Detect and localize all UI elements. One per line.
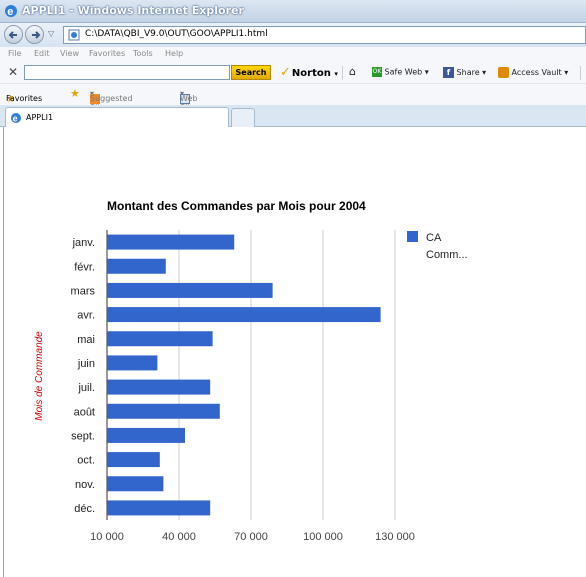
access-vault-button[interactable]: Access Vault ▾ bbox=[498, 67, 568, 78]
menu-view[interactable]: View bbox=[60, 49, 79, 58]
bar-11[interactable] bbox=[107, 476, 164, 492]
x-tick-label: 40 000 bbox=[162, 531, 196, 543]
vault-icon bbox=[498, 67, 509, 78]
category-label: mai bbox=[77, 334, 95, 346]
page-icon bbox=[68, 29, 80, 41]
category-label: oct. bbox=[77, 455, 95, 467]
safe-web-label: Safe Web bbox=[384, 67, 423, 77]
menu-help[interactable]: Help bbox=[165, 49, 184, 58]
bar-6[interactable] bbox=[107, 355, 158, 371]
favorites-bar: ★ Favorites ★ Suggested Sites ▾ Web Slic… bbox=[0, 84, 586, 121]
facebook-icon: f bbox=[443, 67, 454, 78]
toolbar-divider bbox=[342, 66, 343, 80]
bar-4[interactable] bbox=[107, 307, 381, 323]
bar-8[interactable] bbox=[107, 403, 220, 419]
menu-favorites[interactable]: Favorites bbox=[89, 49, 126, 58]
x-tick-label: 100 000 bbox=[303, 531, 343, 543]
bars bbox=[107, 234, 381, 516]
menu-bar: File Edit View Favorites Tools Help bbox=[0, 47, 586, 62]
svg-text:e: e bbox=[7, 6, 13, 18]
forward-arrow-icon bbox=[32, 31, 41, 39]
home-icon[interactable]: ⌂ bbox=[349, 65, 356, 78]
favorites-label: Favorites bbox=[6, 94, 43, 103]
category-label: mars bbox=[71, 285, 96, 297]
menu-edit[interactable]: Edit bbox=[34, 49, 50, 58]
category-label: août bbox=[74, 406, 95, 418]
search-input[interactable] bbox=[24, 65, 230, 80]
ie-logo-icon: e bbox=[5, 5, 17, 18]
share-button[interactable]: f Share ▾ bbox=[443, 67, 486, 78]
new-tab-button[interactable] bbox=[231, 108, 255, 127]
norton-check-icon: ✓ bbox=[280, 65, 291, 80]
history-dropdown-icon[interactable]: ▽ bbox=[48, 29, 55, 38]
norton-toolbar: ✕ Search ✓Norton ▾ ⌂ OK Safe Web ▾ f Sha… bbox=[0, 62, 586, 84]
category-label: déc. bbox=[74, 503, 95, 515]
category-labels: janv. févr. mars avr. mai juin juil. août sept. o… bbox=[71, 237, 96, 515]
menu-tools[interactable]: Tools bbox=[133, 49, 153, 58]
ie-tab-icon: e bbox=[11, 113, 21, 124]
legend-label-line1: CA bbox=[426, 232, 442, 244]
bar-1[interactable] bbox=[107, 234, 235, 250]
svg-text:e: e bbox=[13, 114, 18, 124]
access-vault-label: Access Vault bbox=[511, 68, 562, 77]
category-label: janv. bbox=[72, 237, 95, 249]
back-arrow-icon bbox=[8, 31, 17, 39]
category-label: avr. bbox=[77, 310, 95, 322]
menu-file[interactable]: File bbox=[8, 49, 22, 58]
category-label: nov. bbox=[75, 479, 95, 491]
tab-label: APPLI1 bbox=[26, 113, 54, 122]
window-title: APPLI1 - Windows Internet Explorer bbox=[22, 4, 244, 17]
address-field[interactable]: C:\DATA\QBI_V9.0\OUT\GOO\APPLI1.html bbox=[63, 26, 586, 44]
bar-chart: Montant des Commandes par Mois pour 2004… bbox=[34, 199, 468, 543]
chart-title: Montant des Commandes par Mois pour 2004 bbox=[107, 199, 366, 213]
category-label: juin bbox=[77, 358, 95, 370]
bar-12[interactable] bbox=[107, 500, 211, 516]
tab-strip: e APPLI1 bbox=[0, 105, 586, 128]
bar-5[interactable] bbox=[107, 331, 213, 347]
address-url: C:\DATA\QBI_V9.0\OUT\GOO\APPLI1.html bbox=[85, 29, 268, 39]
add-favorite-icon[interactable]: ★ bbox=[70, 87, 80, 100]
legend-label-line1-text: CA bbox=[426, 232, 442, 244]
legend-label-line2-text: Comm... bbox=[426, 249, 468, 261]
back-button[interactable] bbox=[4, 25, 23, 44]
safe-web-button[interactable]: OK Safe Web ▾ bbox=[372, 67, 429, 77]
toolbar-divider bbox=[580, 66, 581, 80]
web-slice-icon bbox=[180, 94, 190, 104]
x-tick-labels: 10 000 40 000 70 000 100 000 130 000 bbox=[90, 531, 415, 543]
norton-label: Norton bbox=[291, 68, 331, 79]
star-icon: ★ bbox=[6, 94, 15, 105]
address-bar-row: ▽ C:\DATA\QBI_V9.0\OUT\GOO\APPLI1.html bbox=[0, 23, 586, 47]
suggested-sites-button[interactable]: Suggested Sites ▾ bbox=[90, 89, 133, 112]
window-title-bar[interactable]: e APPLI1 - Windows Internet Explorer bbox=[0, 0, 586, 23]
bar-2[interactable] bbox=[107, 258, 166, 274]
x-tick-label: 130 000 bbox=[375, 531, 415, 543]
y-axis-label: Mois de Commande bbox=[34, 331, 45, 421]
legend-label-line2: Comm... bbox=[426, 249, 468, 261]
chevron-down-icon: ▾ bbox=[334, 70, 338, 78]
x-tick-label: 70 000 bbox=[234, 531, 268, 543]
bar-7[interactable] bbox=[107, 379, 211, 395]
bar-3[interactable] bbox=[107, 282, 273, 298]
search-button[interactable]: Search bbox=[231, 65, 271, 80]
legend: CA Comm... bbox=[407, 231, 468, 261]
web-slice-gallery-button[interactable]: Web Slice Gallery ▾ bbox=[180, 89, 209, 121]
legend-swatch bbox=[407, 231, 418, 242]
suggested-sites-icon bbox=[90, 94, 100, 104]
x-tick-label: 10 000 bbox=[90, 531, 124, 543]
close-toolbar-icon[interactable]: ✕ bbox=[8, 65, 19, 79]
gridlines bbox=[106, 230, 396, 520]
tab-appli1[interactable]: e APPLI1 bbox=[5, 107, 229, 128]
bar-9[interactable] bbox=[107, 427, 185, 443]
bar-10[interactable] bbox=[107, 452, 160, 468]
category-label: sept. bbox=[71, 430, 95, 442]
norton-menu-button[interactable]: ✓Norton ▾ bbox=[280, 65, 338, 80]
page-content: Montant des Commandes par Mois pour 2004… bbox=[3, 127, 586, 577]
forward-button[interactable] bbox=[25, 25, 44, 44]
category-label: juil. bbox=[77, 382, 95, 394]
share-label: Share bbox=[456, 68, 480, 77]
category-label: févr. bbox=[74, 261, 95, 273]
safe-web-icon: OK bbox=[372, 67, 382, 77]
